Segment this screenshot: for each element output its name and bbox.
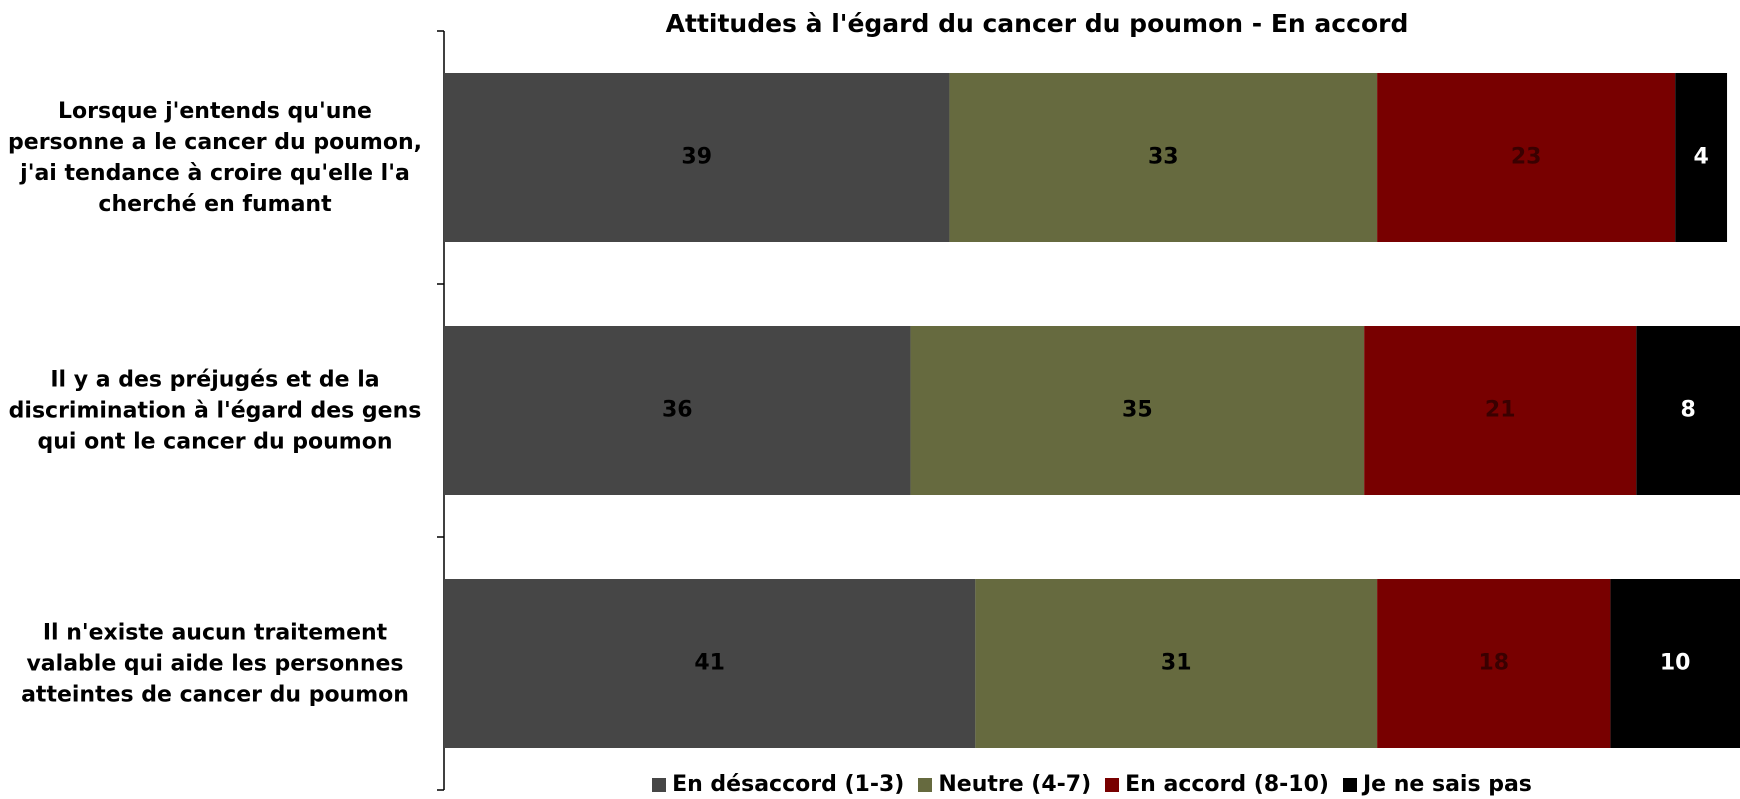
- bar-segment: [949, 73, 1378, 242]
- bar-segment: [444, 579, 976, 748]
- bar-segment: [1636, 326, 1740, 495]
- legend-swatch: [918, 777, 933, 792]
- value-label: 35: [1122, 398, 1153, 423]
- value-label: 10: [1660, 651, 1691, 676]
- category-label: Lorsque j'entends qu'une personne a le c…: [8, 98, 422, 217]
- legend-label: En désaccord (1-3): [672, 772, 905, 797]
- bar-segment: [1675, 73, 1728, 242]
- legend-item: En désaccord (1-3): [652, 772, 904, 797]
- value-label: 41: [694, 651, 725, 676]
- bar-segment: [975, 579, 1378, 748]
- value-label: 36: [662, 398, 693, 423]
- legend-item: Je ne sais pas: [1342, 772, 1532, 797]
- legend-label: Neutre (4-7): [938, 772, 1092, 797]
- legend-item: En accord (8-10): [1105, 772, 1329, 797]
- category-label: Il n'existe aucun traitement valable qui…: [21, 620, 409, 707]
- value-label: 4: [1693, 145, 1708, 170]
- value-label: 23: [1511, 145, 1542, 170]
- value-label: 21: [1485, 398, 1516, 423]
- bar-segment: [910, 326, 1365, 495]
- value-label: 8: [1681, 398, 1696, 423]
- bar-segment: [1377, 579, 1611, 748]
- value-label: 33: [1148, 145, 1179, 170]
- legend-item: Neutre (4-7): [918, 772, 1091, 797]
- legend-swatch: [1105, 777, 1120, 792]
- legend: En désaccord (1-3) Neutre (4-7) En accord …: [444, 772, 1740, 797]
- bar-segment: [1610, 579, 1740, 748]
- bar-segment: [444, 326, 911, 495]
- bar-segment: [1364, 326, 1637, 495]
- legend-swatch: [1342, 777, 1357, 792]
- legend-label: Je ne sais pas: [1362, 772, 1532, 797]
- legend-swatch: [652, 777, 667, 792]
- bar-segment: [444, 73, 950, 242]
- chart-title: Attitudes à l'égard du cancer du poumon …: [666, 9, 1409, 38]
- bar-segment: [1377, 73, 1676, 242]
- legend-label: En accord (8-10): [1125, 772, 1329, 797]
- value-label: 18: [1478, 651, 1509, 676]
- value-label: 39: [681, 145, 712, 170]
- category-label: Il y a des préjugés et de la discriminat…: [8, 367, 422, 454]
- value-label: 31: [1161, 651, 1192, 676]
